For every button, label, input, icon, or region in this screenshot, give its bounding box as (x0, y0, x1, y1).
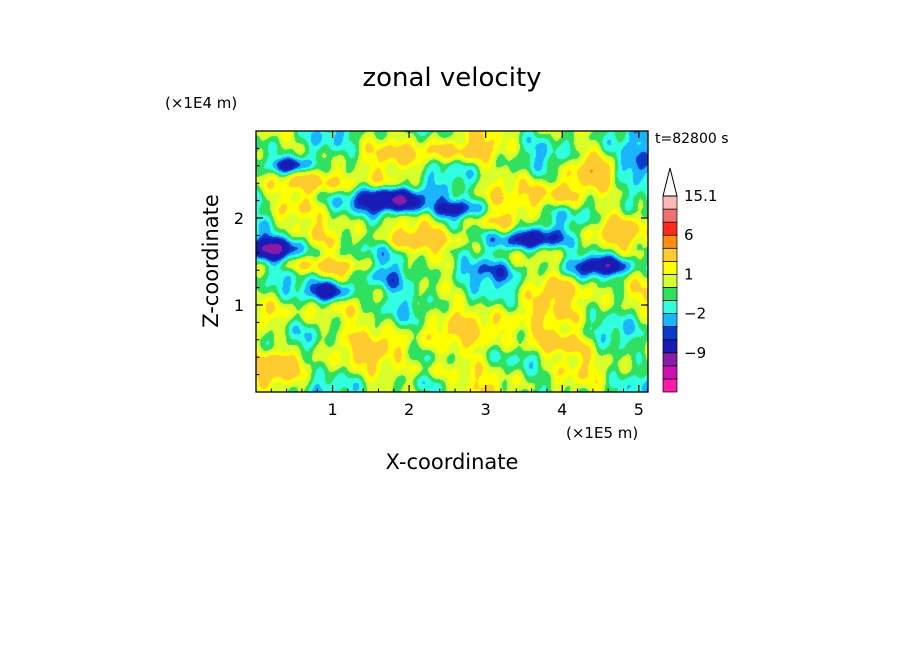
colorbar-label: 15.1 (684, 187, 717, 205)
colorbar-label: −2 (684, 305, 706, 323)
colorbar-segment (662, 352, 678, 367)
x-scale-label: (×1E5 m) (566, 424, 638, 442)
velocity-field (256, 131, 648, 392)
y-tick-label: 1 (234, 296, 244, 315)
colorbar-segment (662, 365, 678, 380)
x-axis-title: X-coordinate (386, 450, 519, 474)
x-tick-label: 1 (327, 400, 337, 419)
x-axis: 1 2 3 4 5 (270, 131, 644, 419)
colorbar-segment (662, 260, 678, 275)
colorbar-segment (662, 339, 678, 354)
x-tick-label: 4 (557, 400, 567, 419)
colorbar-segment (662, 247, 678, 262)
colorbar-segment (662, 274, 678, 288)
colorbar-segment (662, 195, 678, 210)
plot-frame (255, 130, 649, 393)
time-label: t=82800 s (655, 131, 729, 147)
colorbar-segment (662, 313, 678, 328)
colorbar-label: −9 (684, 344, 706, 362)
colorbar-segment (662, 221, 678, 236)
colorbar-segment (662, 300, 678, 314)
chart-title: zonal velocity (362, 63, 541, 93)
plot-area (256, 131, 648, 392)
x-tick-label: 2 (404, 400, 414, 419)
colorbar-segment (662, 287, 678, 301)
plot-border (255, 130, 649, 393)
colorbar: 15.1 6 1 −2 −9 (662, 167, 717, 393)
colorbar-segment (662, 208, 678, 223)
y-tick-label: 2 (234, 209, 244, 228)
colorbar-label: 6 (684, 226, 694, 244)
y-scale-label: (×1E4 m) (165, 94, 237, 112)
colorbar-label: 1 (684, 265, 694, 283)
colorbar-segment (662, 378, 678, 393)
x-tick-label: 5 (634, 400, 644, 419)
colorbar-segment (662, 326, 678, 341)
colorbar-segment (662, 234, 678, 249)
colorbar-extend-arrow (662, 167, 678, 197)
x-tick-label: 3 (481, 400, 491, 419)
y-axis: 12 (234, 147, 648, 376)
y-axis-title: Z-coordinate (199, 194, 223, 328)
